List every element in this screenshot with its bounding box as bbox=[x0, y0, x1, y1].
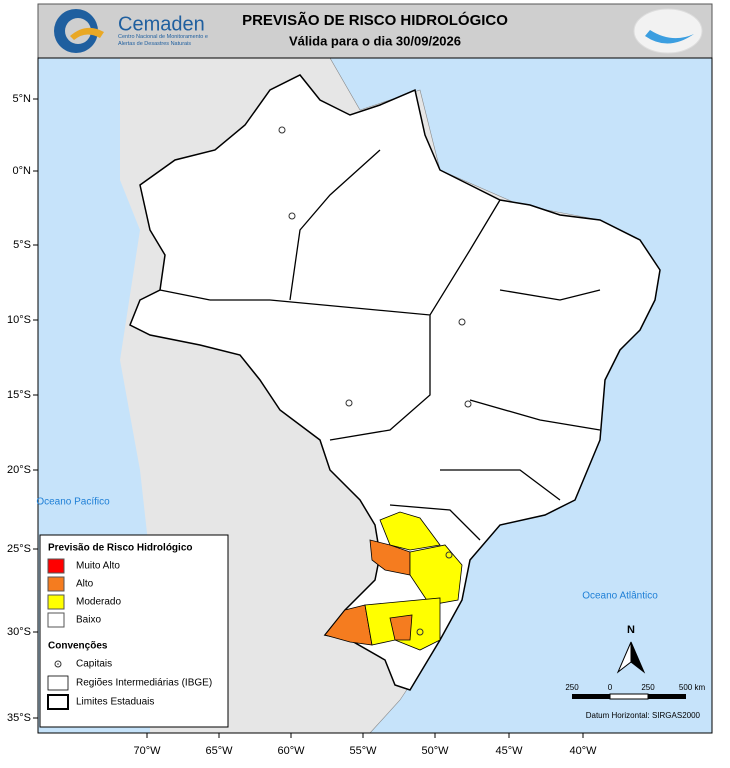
capital bbox=[278, 126, 286, 134]
lat-label: 5°S bbox=[13, 239, 31, 251]
region-alto bbox=[389, 614, 413, 641]
lat-label: 20°S bbox=[7, 464, 31, 476]
ocean-label: Oceano Atlântico bbox=[582, 591, 658, 602]
capital bbox=[345, 399, 353, 407]
capital bbox=[445, 551, 453, 559]
convention-swatch bbox=[47, 675, 69, 691]
scale-label: 250 bbox=[565, 683, 579, 692]
capital bbox=[416, 628, 424, 636]
scale-label: 0 bbox=[608, 683, 613, 692]
scale-bar bbox=[572, 694, 610, 699]
lat-label: 15°S bbox=[7, 389, 31, 401]
convention-label: Regiões Intermediárias (IBGE) bbox=[76, 678, 212, 689]
conventions-title: Convenções bbox=[48, 641, 108, 652]
right-logo bbox=[633, 8, 703, 54]
lat-label: 10°S bbox=[7, 314, 31, 326]
legend-title: Previsão de Risco Hidrológico bbox=[48, 543, 192, 554]
logo-subtitle: Centro Nacional de Monitoramento e Alert… bbox=[118, 34, 208, 47]
scale-bar bbox=[609, 693, 649, 700]
convention-label: Capitais bbox=[76, 659, 112, 670]
convention-swatch bbox=[47, 694, 69, 710]
header-band bbox=[37, 3, 713, 59]
right-logo-wave bbox=[645, 30, 694, 44]
legend-swatch bbox=[47, 594, 65, 610]
lon-label: 60°W bbox=[277, 745, 305, 757]
logo-name: Cemaden bbox=[118, 13, 205, 35]
lon-label: 50°W bbox=[421, 745, 449, 757]
ocean-label: Oceano Pacífico bbox=[36, 497, 110, 508]
lon-label: 70°W bbox=[133, 745, 161, 757]
subtitle: Válida para o dia 30/09/2026 bbox=[289, 33, 461, 48]
legend-label: Alto bbox=[76, 579, 94, 590]
scale-bar bbox=[648, 694, 686, 699]
lat-label: 25°S bbox=[7, 543, 31, 555]
capital bbox=[458, 318, 466, 326]
convention-label: Limites Estaduais bbox=[76, 697, 154, 708]
capital bbox=[464, 400, 472, 408]
capital-symbol bbox=[57, 663, 59, 665]
brazil bbox=[129, 74, 661, 691]
scale-label: 500 km bbox=[679, 683, 706, 692]
capital-symbol bbox=[54, 660, 62, 668]
logo-swoosh bbox=[70, 27, 104, 40]
datum: Datum Horizontal: SIRGAS2000 bbox=[586, 711, 701, 720]
state-limits bbox=[159, 149, 601, 541]
lat-label: 0°N bbox=[13, 165, 32, 177]
legend-label: Baixo bbox=[76, 615, 101, 626]
legend-swatch bbox=[47, 576, 65, 592]
north-arrow bbox=[630, 641, 646, 674]
title: PREVISÃO DE RISCO HIDROLÓGICO bbox=[242, 11, 508, 29]
legend-swatch bbox=[47, 612, 65, 628]
lon-label: 45°W bbox=[495, 745, 523, 757]
legend-swatch bbox=[47, 558, 65, 574]
lon-label: 40°W bbox=[569, 745, 597, 757]
lat-label: 30°S bbox=[7, 626, 31, 638]
legend-box bbox=[39, 534, 229, 728]
logo-subtitle-box: Centro Nacional de Monitoramento e Alert… bbox=[118, 34, 208, 47]
lon-label: 65°W bbox=[205, 745, 233, 757]
north-label: N bbox=[627, 624, 635, 636]
capital bbox=[288, 212, 296, 220]
lon-label: 55°W bbox=[349, 745, 377, 757]
legend-label: Moderado bbox=[76, 597, 121, 608]
lat-label: 35°S bbox=[7, 712, 31, 724]
region-moderado bbox=[409, 544, 463, 606]
scale-label: 250 bbox=[641, 683, 655, 692]
legend-label: Muito Alto bbox=[76, 561, 120, 572]
lat-label: 5°N bbox=[13, 93, 32, 105]
